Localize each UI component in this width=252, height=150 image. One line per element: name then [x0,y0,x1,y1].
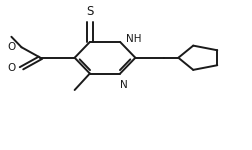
Text: O: O [8,63,16,73]
Text: N: N [120,80,128,90]
Text: S: S [86,5,93,18]
Text: O: O [8,42,16,52]
Text: NH: NH [126,34,141,44]
